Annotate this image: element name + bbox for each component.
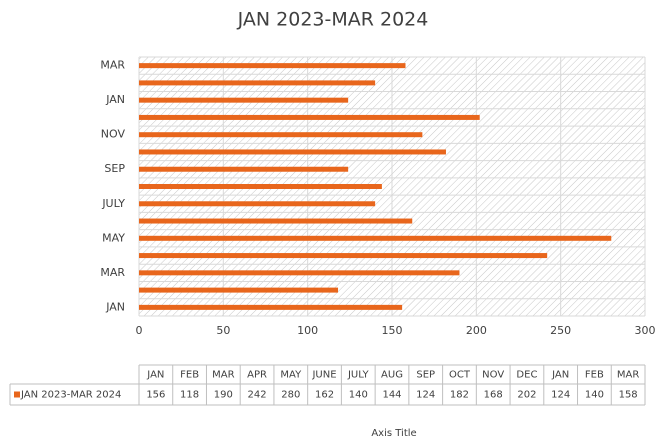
table-value: 168: [484, 390, 503, 401]
table-header: JAN: [551, 370, 569, 381]
bar: [139, 201, 376, 207]
y-tick-label: SEP: [104, 162, 125, 175]
legend-label: JAN 2023-MAR 2024: [20, 390, 121, 401]
bar: [139, 253, 548, 259]
table-value: 140: [349, 390, 368, 401]
bar: [139, 149, 446, 155]
bar: [139, 166, 349, 172]
x-tick-label: 150: [382, 324, 403, 337]
bar: [139, 97, 349, 103]
table-value: 156: [146, 390, 165, 401]
table-header: NOV: [482, 370, 504, 381]
table-value: 242: [248, 390, 267, 401]
y-tick-label: MAR: [100, 59, 125, 72]
axis-title: Axis Title: [371, 428, 416, 439]
table-value: 118: [180, 390, 199, 401]
x-tick-label: 50: [216, 324, 230, 337]
table-value: 140: [585, 390, 604, 401]
table-value: 182: [450, 390, 469, 401]
table-value: 124: [551, 390, 570, 401]
table-value: 144: [382, 390, 401, 401]
x-tick-label: 300: [635, 324, 656, 337]
bar: [139, 235, 612, 241]
bar: [139, 63, 406, 69]
bar: [139, 287, 339, 293]
bar: [139, 114, 480, 120]
table-header: DEC: [516, 370, 537, 381]
y-tick-label: JULY: [101, 197, 125, 210]
table-value: 190: [214, 390, 233, 401]
table-header: MAR: [617, 370, 639, 381]
y-tick-label: JAN: [105, 300, 125, 313]
legend-swatch: [14, 391, 20, 398]
table-value: 124: [416, 390, 435, 401]
table-header: OCT: [449, 370, 471, 381]
table-header: FEB: [585, 370, 604, 381]
x-tick-label: 250: [550, 324, 571, 337]
table-value: 280: [281, 390, 300, 401]
x-tick-label: 0: [136, 324, 143, 337]
table-header: JAN: [146, 370, 164, 381]
table-header: AUG: [381, 370, 403, 381]
y-tick-label: NOV: [101, 128, 126, 141]
x-tick-label: 200: [466, 324, 487, 337]
bar: [139, 184, 382, 189]
y-tick-label: JAN: [105, 93, 125, 106]
table-header: MAR: [212, 370, 234, 381]
table-header: JULY: [347, 370, 370, 381]
y-tick-label: MAR: [100, 266, 125, 279]
table-header: SEP: [416, 370, 435, 381]
table-header: APR: [247, 370, 267, 381]
table-value: 202: [517, 390, 536, 401]
bar: [139, 80, 376, 86]
table-header: MAY: [280, 370, 302, 381]
bar: [139, 304, 403, 310]
bar: [139, 132, 423, 138]
bar: [139, 270, 460, 276]
x-tick-label: 100: [297, 324, 318, 337]
table-value: 162: [315, 390, 334, 401]
bar: [139, 218, 413, 224]
y-tick-label: MAY: [102, 231, 125, 244]
table-header: JUNE: [311, 370, 336, 381]
table-value: 158: [619, 390, 638, 401]
table-header: FEB: [180, 370, 199, 381]
chart-title: JAN 2023-MAR 2024: [237, 9, 429, 31]
